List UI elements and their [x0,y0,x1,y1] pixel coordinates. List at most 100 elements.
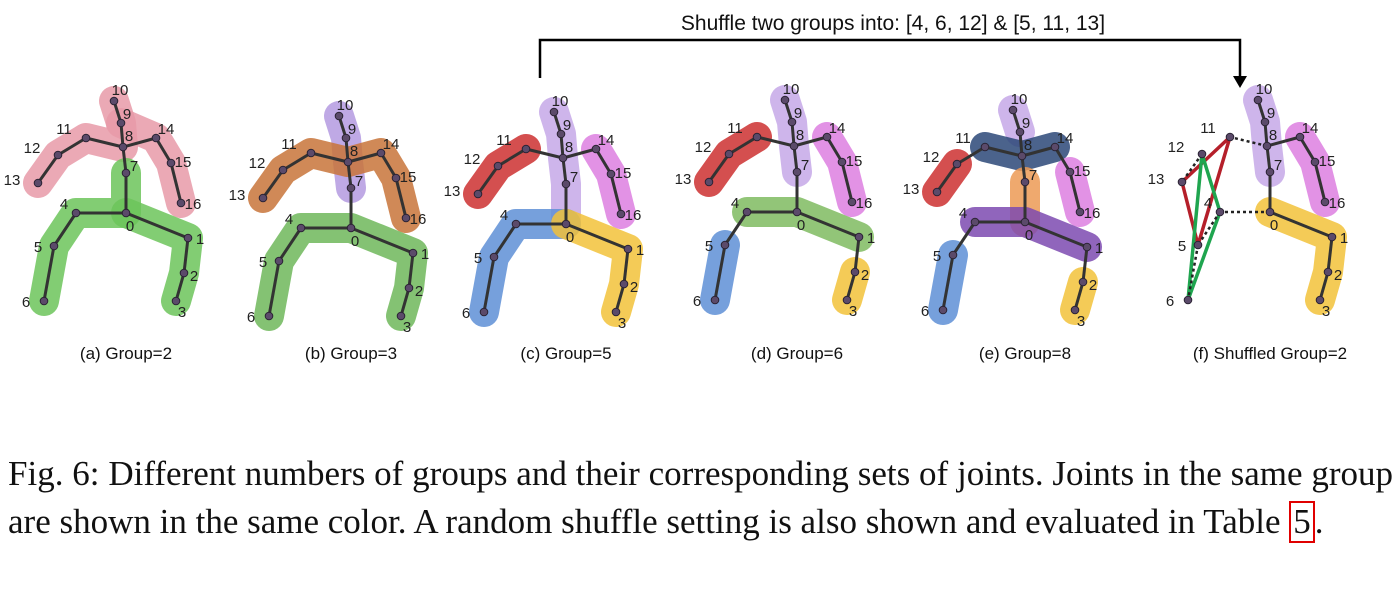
joint-label-16: 16 [856,195,873,212]
shuffled-group-green [1186,152,1222,302]
joint-13 [33,178,43,188]
joint-label-13: 13 [229,187,246,204]
joint-label-15: 15 [1319,153,1336,170]
joint-1 [183,233,193,243]
joint-label-2: 2 [1334,267,1342,284]
bone [723,211,749,246]
joint-7 [1020,177,1030,187]
joint-12 [1197,149,1207,159]
bone [57,136,87,157]
joint-label-16: 16 [1329,195,1346,212]
joint-label-15: 15 [846,153,863,170]
bone [793,135,828,148]
joint-1 [1327,232,1337,242]
joint-3 [1315,295,1325,305]
joint-13 [473,189,483,199]
joint-label-0: 0 [566,229,574,246]
joint-label-12: 12 [695,139,712,156]
bone [379,152,398,179]
original-bone-dotted [1229,135,1268,148]
bone [707,153,731,183]
joint-label-5: 5 [1178,238,1186,255]
panel-caption: (b) Group=3 [305,344,397,363]
caption-text: Fig. 6: Different numbers of groups and … [8,454,1393,541]
joint-label-0: 0 [351,233,359,250]
shuffle-note: Shuffle two groups into: [4, 6, 12] & [5… [681,12,1105,35]
bone [36,154,60,184]
joint-0 [1020,217,1030,227]
joint-label-4: 4 [500,207,508,224]
bone [52,212,78,247]
joint-label-14: 14 [383,136,400,153]
joint-label-9: 9 [348,121,356,138]
panel-caption: (e) Group=8 [979,344,1071,363]
joint-2 [404,283,414,293]
bone [169,162,183,204]
joint-10 [334,111,344,121]
joint-label-4: 4 [731,195,739,212]
joint-6 [264,311,274,321]
joint-0 [346,223,356,233]
joint-label-6: 6 [921,303,929,320]
joint-label-14: 14 [598,132,615,149]
joint-label-11: 11 [496,132,512,149]
bone [1326,236,1334,273]
joint-2 [619,279,629,289]
joint-3 [611,307,621,317]
joint-label-4: 4 [285,211,293,228]
joint-3 [171,296,181,306]
joint-6 [39,296,49,306]
bone [85,136,124,149]
bone [42,245,56,302]
joint-12 [278,165,288,175]
joint-label-8: 8 [565,139,573,156]
joint-label-6: 6 [693,293,701,310]
bone [122,136,157,149]
joint-label-12: 12 [923,149,940,166]
bone [951,221,977,256]
group-highlight [694,122,772,197]
bone [347,151,382,164]
joint-label-3: 3 [178,304,186,321]
joint-label-13: 13 [675,171,692,188]
caption-end: . [1314,502,1324,541]
bone [1020,155,1027,183]
joint-8 [789,141,799,151]
joint-11 [521,144,531,154]
joint-14 [591,144,601,154]
group-highlight [248,138,421,233]
joint-2 [1323,267,1333,277]
joint-label-4: 4 [959,205,967,222]
joint-label-3: 3 [1077,313,1085,330]
joint-8 [558,153,568,163]
joint-0 [561,219,571,229]
joint-15 [1065,167,1075,177]
bone [525,147,564,160]
joint-4 [511,219,521,229]
joint-label-2: 2 [630,279,638,296]
panel-caption: (d) Group=6 [751,344,843,363]
bone [1265,145,1272,173]
bone [792,145,799,173]
joint-5 [720,240,730,250]
joint-12 [53,150,63,160]
table-reference-link[interactable]: 5 [1289,501,1315,543]
joint-8 [1262,141,1272,151]
bone [399,287,411,317]
joint-label-12: 12 [464,151,481,168]
joint-9 [341,133,351,143]
joint-label-2: 2 [1089,277,1097,294]
joint-4 [296,223,306,233]
joint-label-11: 11 [56,121,72,138]
joint-16 [401,213,411,223]
bone [125,211,189,240]
bone [1021,145,1056,158]
joint-label-15: 15 [615,165,632,182]
joint-label-14: 14 [1302,120,1319,137]
joint-label-1: 1 [636,242,644,259]
bone [941,254,955,311]
bone [482,256,496,313]
